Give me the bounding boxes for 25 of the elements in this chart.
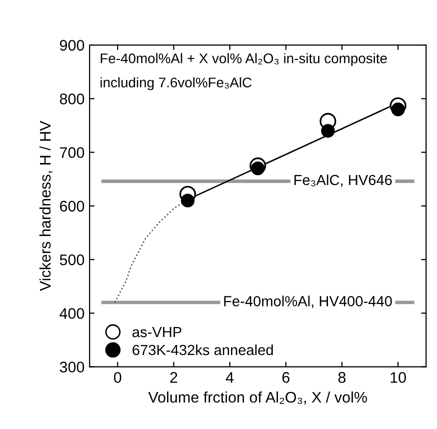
x-tick-label: 6	[282, 372, 290, 383]
x-tick-label: 10	[390, 372, 406, 383]
annotation: including 7.6vol%Fe₃AlC	[100, 77, 252, 90]
x-tick-label: 0	[114, 372, 122, 383]
legend-label: as-VHP	[132, 327, 182, 338]
ref-line-label: Fe-40mol%Al, HV400-440	[224, 296, 392, 308]
x-tick-label: 2	[170, 372, 178, 383]
legend-label: 673K-432ks annealed	[132, 344, 273, 356]
x-tick-label: 8	[338, 372, 346, 383]
x-axis-title: Volume frction of Al₂O₃, X / vol%	[148, 391, 367, 404]
y-tick-label: 600	[60, 200, 84, 212]
annotation: Fe-40mol%Al + X vol% Al₂O₃ in-situ composite	[100, 53, 387, 66]
point	[391, 102, 405, 116]
y-tick-label: 700	[60, 147, 84, 158]
y-tick-label: 400	[60, 308, 84, 319]
point	[321, 124, 335, 138]
y-tick-label: 900	[60, 40, 84, 51]
point	[250, 162, 265, 176]
ref-line-label: Fe₃AlC, HV646	[294, 174, 392, 187]
point	[180, 194, 195, 208]
y-tick-label: 800	[60, 94, 84, 104]
x-tick-label: 4	[226, 372, 234, 383]
y-tick-label: 300	[60, 362, 84, 372]
y-tick-label: 500	[60, 254, 84, 266]
y-axis-title: Vickers hardness, H / HV	[39, 120, 52, 292]
